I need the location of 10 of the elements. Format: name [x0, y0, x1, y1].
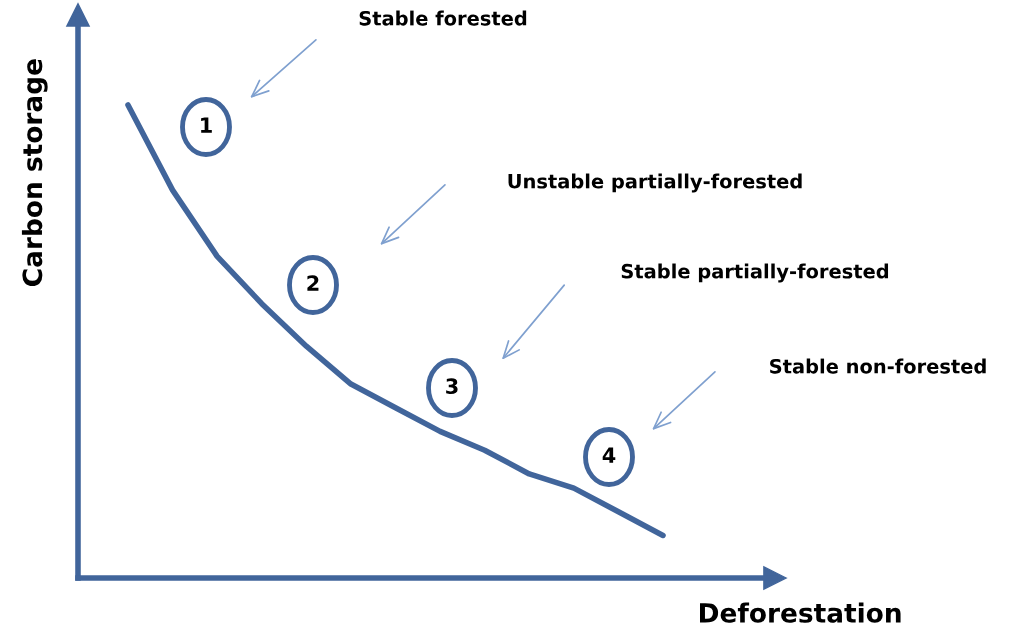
text: Stable forested: [359, 10, 527, 26]
annotation: Unstable partially-forested: [508, 173, 802, 193]
annotation: 2: [307, 275, 319, 291]
annotation: 3: [446, 378, 458, 395]
annotation: Stable partially-forested: [621, 263, 889, 283]
annotation: 4: [602, 447, 616, 463]
y-axis-title: Carbon storage: [21, 59, 48, 286]
annotation: 1: [201, 117, 212, 133]
x-axis-title: Deforestation: [700, 602, 901, 623]
text: Stable non-forested: [770, 358, 986, 374]
